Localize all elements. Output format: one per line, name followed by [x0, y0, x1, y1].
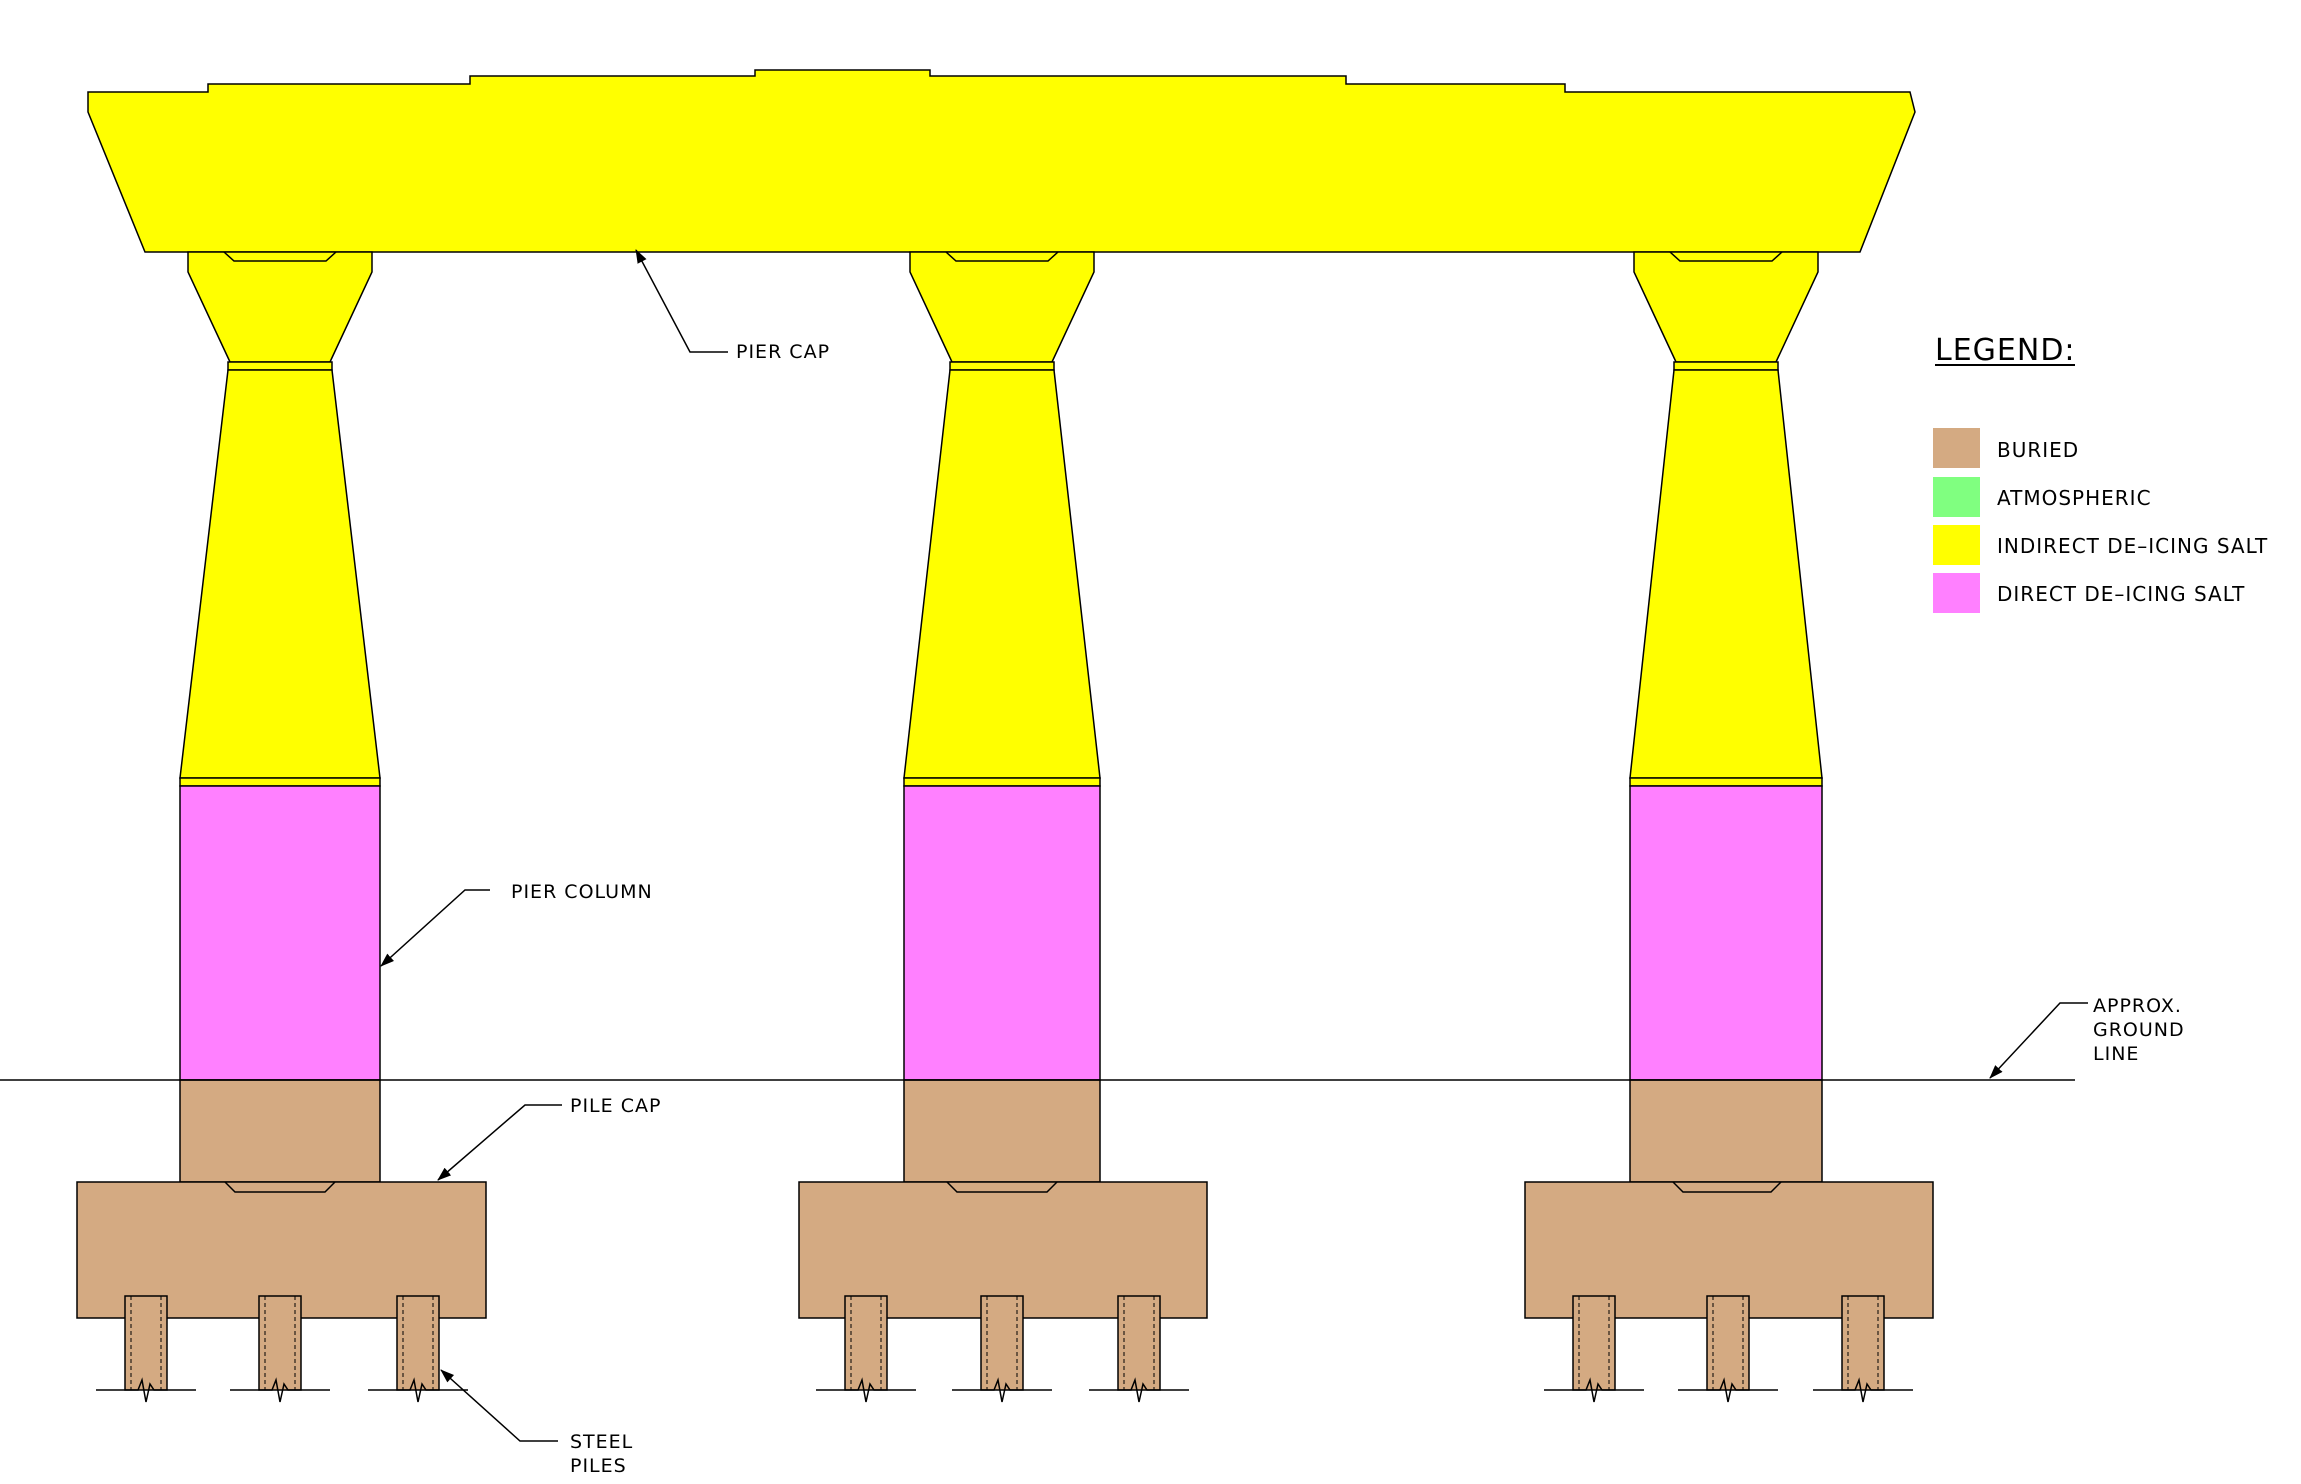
legend-swatch-direct-de-icing-salt: [1933, 573, 1980, 613]
steel-pile: [96, 1295, 196, 1403]
column-collar: [1629, 777, 1823, 787]
pier-cap-leader: [635, 249, 728, 353]
pier-cap-label: PIER CAP: [736, 341, 830, 363]
steel-pile: [230, 1295, 330, 1403]
ground-line-label: LINE: [2093, 1043, 2139, 1065]
legend-label-direct-de-icing-salt: DIRECT DE–ICING SALT: [1997, 582, 2245, 606]
pier-column-label: PIER COLUMN: [511, 881, 653, 903]
capital-notch: [223, 251, 337, 262]
column-buried-zone: [1629, 1079, 1823, 1183]
column-capital: [187, 251, 373, 363]
steel-piles-leader: [440, 1369, 558, 1442]
steel-pile: [1813, 1295, 1913, 1403]
steel-pile: [1678, 1295, 1778, 1403]
pile-cap-notch: [224, 1181, 336, 1193]
legend-swatch-buried: [1933, 428, 1980, 468]
pier-column-leader: [380, 889, 490, 967]
ground-line-label: APPROX.: [2093, 995, 2182, 1017]
column-capital: [909, 251, 1095, 363]
pier-2: [798, 251, 1208, 1403]
capital-notch: [1669, 251, 1783, 262]
column-direct-salt-zone: [1629, 785, 1823, 1081]
column-direct-salt-zone: [903, 785, 1101, 1081]
column-shaft-indirect: [179, 369, 381, 779]
column-collar: [227, 361, 333, 371]
legend: LEGEND: BURIED ATMOSPHERIC INDIRECT DE–I…: [1933, 333, 2268, 613]
pier-cap: [87, 69, 1916, 253]
legend-label-indirect-de-icing-salt: INDIRECT DE–ICING SALT: [1997, 534, 2268, 558]
steel-pile: [368, 1295, 468, 1403]
legend-label-atmospheric: ATMOSPHERIC: [1997, 486, 2152, 510]
pile-cap-notch: [946, 1181, 1058, 1193]
pile-cap-label: PILE CAP: [570, 1095, 661, 1117]
legend-swatch-indirect-de-icing-salt: [1933, 525, 1980, 565]
pile-cap-notch: [1672, 1181, 1782, 1193]
column-direct-salt-zone: [179, 785, 381, 1081]
steel-pile: [1089, 1295, 1189, 1403]
pier-1: [76, 251, 487, 1403]
pier-3: [1524, 251, 1934, 1403]
column-collar: [1673, 361, 1779, 371]
column-buried-zone: [903, 1079, 1101, 1183]
ground-line-label: GROUND: [2093, 1019, 2185, 1041]
column-buried-zone: [179, 1079, 381, 1183]
ground-line-leader: [1989, 1002, 2088, 1079]
steel-piles-label: STEEL: [570, 1431, 633, 1453]
legend-swatch-atmospheric: [1933, 477, 1980, 517]
steel-pile: [816, 1295, 916, 1403]
column-collar: [949, 361, 1055, 371]
capital-notch: [945, 251, 1059, 262]
legend-title: LEGEND:: [1935, 333, 2076, 368]
column-capital: [1633, 251, 1819, 363]
steel-pile: [1544, 1295, 1644, 1403]
pile-cap-leader: [437, 1104, 562, 1181]
column-shaft-indirect: [903, 369, 1101, 779]
column-shaft-indirect: [1629, 369, 1823, 779]
steel-piles-label: PILES: [570, 1455, 627, 1477]
column-collar: [179, 777, 381, 787]
legend-label-buried: BURIED: [1997, 438, 2079, 462]
column-collar: [903, 777, 1101, 787]
steel-pile: [952, 1295, 1052, 1403]
